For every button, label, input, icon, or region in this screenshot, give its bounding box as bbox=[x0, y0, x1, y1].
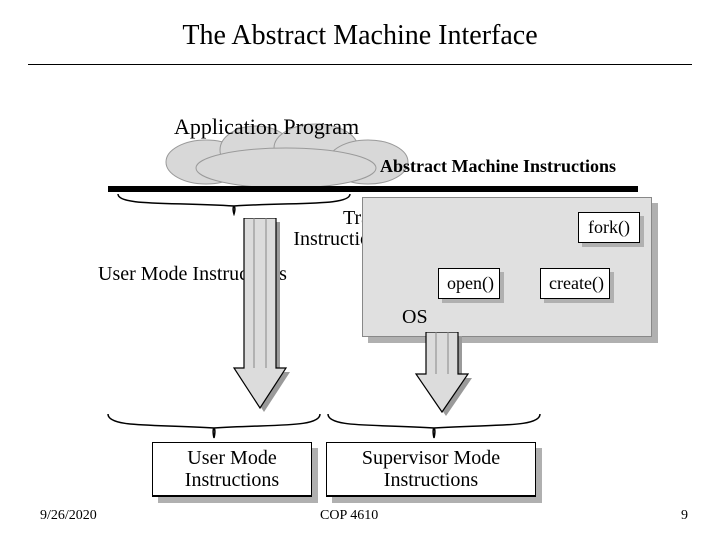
create-call-box: create() bbox=[540, 268, 610, 299]
fork-call-box: fork() bbox=[578, 212, 640, 243]
supervisor-mode-box-line2: Instructions bbox=[337, 469, 525, 491]
open-call-box: open() bbox=[438, 268, 500, 299]
footer-date: 9/26/2020 bbox=[40, 508, 97, 524]
os-label: OS bbox=[402, 306, 428, 329]
user-mode-box-line1: User Mode bbox=[163, 447, 301, 469]
abstract-machine-instructions-label: Abstract Machine Instructions bbox=[380, 156, 616, 177]
user-mode-box: User Mode Instructions bbox=[152, 442, 312, 497]
supervisor-mode-box: Supervisor Mode Instructions bbox=[326, 442, 536, 497]
supervisor-mode-box-line1: Supervisor Mode bbox=[337, 447, 525, 469]
user-mode-box-line2: Instructions bbox=[163, 469, 301, 491]
user-mode-down-arrow-icon bbox=[232, 218, 292, 421]
application-program-label: Application Program bbox=[174, 114, 359, 140]
slide-title: The Abstract Machine Interface bbox=[0, 20, 720, 52]
brace-bottom-right-icon bbox=[326, 412, 542, 440]
title-rule bbox=[28, 64, 692, 65]
footer-course: COP 4610 bbox=[320, 508, 378, 524]
footer-page-number: 9 bbox=[681, 508, 688, 524]
brace-bottom-left-icon bbox=[106, 412, 322, 440]
